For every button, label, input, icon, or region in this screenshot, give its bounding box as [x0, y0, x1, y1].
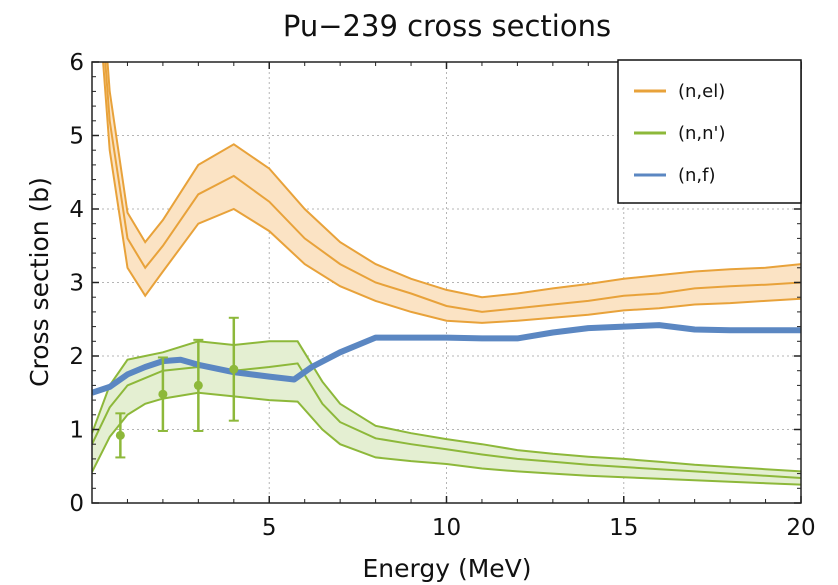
y-tick-label: 4 [69, 197, 84, 223]
y-tick-label: 5 [69, 124, 84, 150]
x-tick-label: 5 [262, 515, 277, 541]
data-point [115, 430, 125, 440]
x-tick-label: 15 [609, 515, 638, 541]
legend-label-n-f: (n,f) [678, 165, 716, 186]
legend-box [617, 59, 802, 204]
data-point [158, 389, 168, 399]
upper-line-nn [92, 340, 801, 473]
legend-label-n-n-prime: (n,n') [678, 123, 726, 144]
band-nel [103, 62, 801, 323]
chart-title: Pu−239 cross sections [283, 9, 611, 43]
y-tick-label: 1 [69, 418, 84, 444]
y-tick-label: 0 [69, 491, 84, 517]
y-tick-label: 6 [69, 50, 84, 76]
upper-line-nel [106, 62, 801, 299]
data-point [193, 380, 203, 390]
y-tick-label: 3 [69, 271, 84, 297]
experimental-points [115, 316, 239, 459]
center-line-nel [104, 62, 801, 313]
y-tick-label: 2 [69, 344, 84, 370]
x-axis-label: Energy (MeV) [362, 554, 531, 583]
x-tick-label: 20 [786, 515, 815, 541]
axis-ticks: 5 10 15 20 0 1 2 3 4 5 6 [69, 50, 815, 541]
lower-line-nel [102, 62, 801, 324]
lower-line-nn [92, 391, 801, 486]
legend-label-n-el: (n,el) [678, 81, 725, 102]
data-point [229, 364, 239, 374]
center-line-nn [92, 362, 801, 479]
y-axis-label: Cross section (b) [25, 177, 54, 387]
x-tick-label: 10 [432, 515, 461, 541]
legend: (n,el) (n,n') (n,f) [617, 59, 802, 204]
